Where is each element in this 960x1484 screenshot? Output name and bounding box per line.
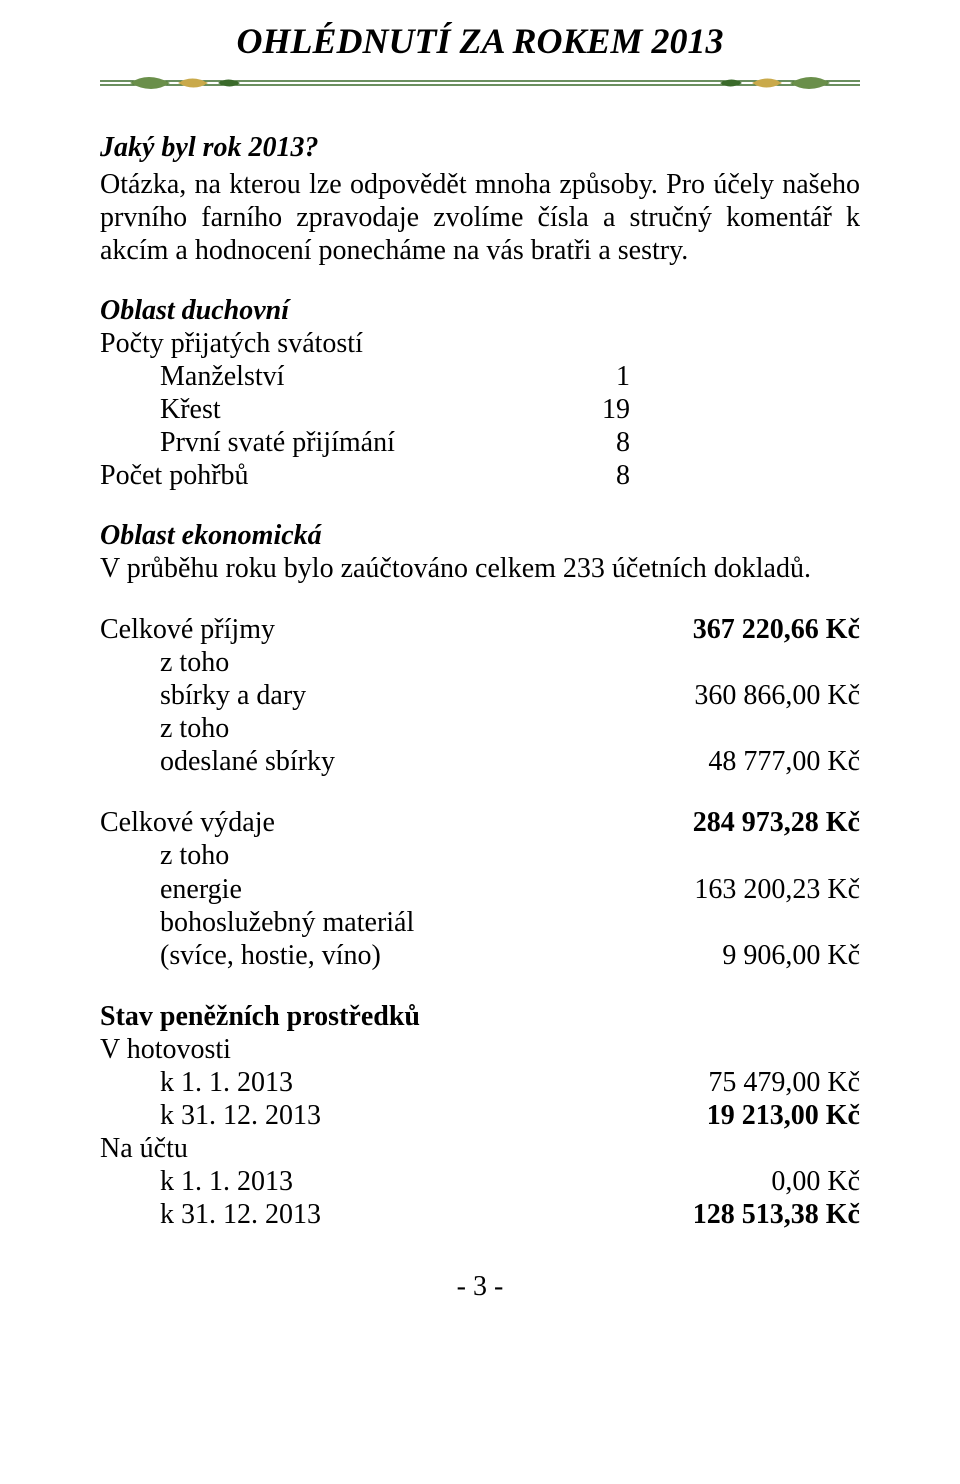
row-value	[640, 906, 860, 939]
row-value: 128 513,38 Kč	[640, 1198, 860, 1231]
ekonomicka-block: Oblast ekonomická V průběhu roku bylo za…	[100, 520, 860, 585]
page-title: OHLÉDNUTÍ ZA ROKEM 2013	[100, 20, 860, 62]
table-row: z toho	[100, 646, 860, 679]
table-row: k 31. 12. 2013 128 513,38 Kč	[100, 1198, 860, 1231]
table-row: k 31. 12. 2013 19 213,00 Kč	[100, 1099, 860, 1132]
row-value: 0,00 Kč	[640, 1165, 860, 1198]
intro-paragraph: Otázka, na kterou lze odpovědět mnoha zp…	[100, 168, 860, 267]
row-value: 75 479,00 Kč	[640, 1066, 860, 1099]
stav-heading: Stav peněžních prostředků	[100, 1000, 860, 1033]
row-value: 19 213,00 Kč	[640, 1099, 860, 1132]
row-label: Manželství	[160, 360, 616, 393]
row-value: 8	[616, 459, 860, 492]
table-row: Počet pohřbů 8	[100, 459, 860, 492]
table-row: Celkové výdaje 284 973,28 Kč	[100, 806, 860, 839]
ornament-divider	[100, 74, 860, 92]
row-label: z toho	[160, 712, 640, 745]
row-value: 9 906,00 Kč	[640, 939, 860, 972]
table-row: (svíce, hostie, víno) 9 906,00 Kč	[100, 939, 860, 972]
row-value	[640, 839, 860, 872]
stav-block: Stav peněžních prostředků V hotovosti k …	[100, 1000, 860, 1231]
row-label: Celkové výdaje	[100, 806, 640, 839]
row-label: energie	[160, 873, 640, 906]
table-row: energie 163 200,23 Kč	[100, 873, 860, 906]
hotovost-label: V hotovosti	[100, 1033, 860, 1066]
table-row: sbírky a dary 360 866,00 Kč	[100, 679, 860, 712]
row-label: z toho	[160, 646, 640, 679]
row-label: z toho	[160, 839, 640, 872]
row-value: 360 866,00 Kč	[640, 679, 860, 712]
table-row: odeslané sbírky 48 777,00 Kč	[100, 745, 860, 778]
table-row: k 1. 1. 2013 75 479,00 Kč	[100, 1066, 860, 1099]
prijmy-block: Celkové příjmy 367 220,66 Kč z toho sbír…	[100, 613, 860, 778]
row-value: 163 200,23 Kč	[640, 873, 860, 906]
row-label: k 31. 12. 2013	[160, 1099, 640, 1132]
table-row: z toho	[100, 712, 860, 745]
row-value: 1	[616, 360, 860, 393]
row-label: První svaté přijímání	[160, 426, 616, 459]
row-label: Křest	[160, 393, 602, 426]
row-value: 48 777,00 Kč	[640, 745, 860, 778]
table-row: Manželství 1	[100, 360, 860, 393]
table-row: bohoslužebný materiál	[100, 906, 860, 939]
row-value: 367 220,66 Kč	[640, 613, 860, 646]
row-value	[640, 646, 860, 679]
table-row: První svaté přijímání 8	[100, 426, 860, 459]
row-label: odeslané sbírky	[160, 745, 640, 778]
row-label: bohoslužebný materiál	[160, 906, 640, 939]
table-row: z toho	[100, 839, 860, 872]
ucet-label: Na účtu	[100, 1132, 860, 1165]
row-label: k 31. 12. 2013	[160, 1198, 640, 1231]
row-label: k 1. 1. 2013	[160, 1165, 640, 1198]
row-value: 19	[602, 393, 860, 426]
table-row: Křest 19	[100, 393, 860, 426]
ekonomicka-narr: V průběhu roku bylo zaúčtováno celkem 23…	[100, 552, 860, 585]
row-label: (svíce, hostie, víno)	[160, 939, 640, 972]
row-label: sbírky a dary	[160, 679, 640, 712]
page-number: - 3 -	[100, 1271, 860, 1303]
row-label: k 1. 1. 2013	[160, 1066, 640, 1099]
vydaje-block: Celkové výdaje 284 973,28 Kč z toho ener…	[100, 806, 860, 971]
duchovni-heading: Oblast duchovní	[100, 295, 860, 327]
table-row: Celkové příjmy 367 220,66 Kč	[100, 613, 860, 646]
duchovni-block: Oblast duchovní Počty přijatých svátostí…	[100, 295, 860, 492]
subheading: Jaký byl rok 2013?	[100, 132, 860, 164]
row-value: 8	[616, 426, 860, 459]
row-label: Počet pohřbů	[100, 459, 616, 492]
row-value	[640, 712, 860, 745]
ekonomicka-heading: Oblast ekonomická	[100, 520, 860, 552]
table-row: k 1. 1. 2013 0,00 Kč	[100, 1165, 860, 1198]
duchovni-sub1: Počty přijatých svátostí	[100, 327, 860, 360]
row-value: 284 973,28 Kč	[640, 806, 860, 839]
row-label: Celkové příjmy	[100, 613, 640, 646]
